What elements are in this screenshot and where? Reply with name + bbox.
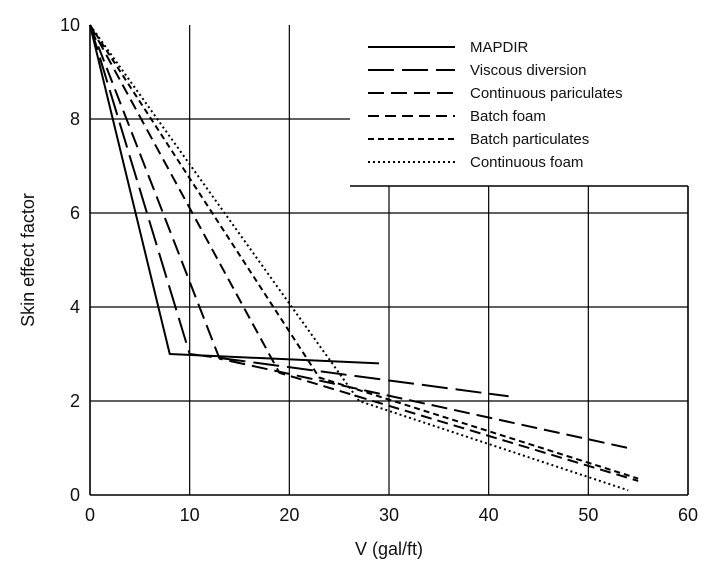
- legend-label-6: Continuous foam: [470, 154, 583, 171]
- series-layer: [89, 24, 639, 492]
- series-line-6: [89, 24, 629, 492]
- legend-label-3: Continuous pariculates: [470, 85, 623, 102]
- x-tick-label-20: 20: [279, 505, 299, 525]
- legend-label-1: MAPDIR: [470, 39, 529, 56]
- y-tick-label-4: 4: [70, 297, 80, 317]
- y-tick-label-6: 6: [70, 203, 80, 223]
- series-line-5: [89, 24, 639, 480]
- x-tick-label-30: 30: [379, 505, 399, 525]
- x-tick-label-10: 10: [180, 505, 200, 525]
- x-tick-label-60: 60: [678, 505, 698, 525]
- legend-label-2: Viscous diversion: [470, 62, 586, 79]
- y-axis-label: Skin effect factor: [18, 193, 38, 327]
- y-tick-label-0: 0: [70, 485, 80, 505]
- grid-layer: [90, 25, 688, 495]
- series-line-1: [89, 24, 380, 365]
- legend-label-5: Batch particulates: [470, 131, 589, 148]
- series-line-3: [89, 24, 629, 449]
- y-tick-label-8: 8: [70, 109, 80, 129]
- series-line-2: [89, 24, 509, 398]
- axis-layer: 0 10 20 30 40 50 60 0 2 4 6 8 10: [60, 15, 698, 525]
- x-axis-label: V (gal/ft): [355, 539, 423, 559]
- y-tick-label-10: 10: [60, 15, 80, 35]
- x-tick-label-0: 0: [85, 505, 95, 525]
- x-tick-label-50: 50: [578, 505, 598, 525]
- y-tick-label-2: 2: [70, 391, 80, 411]
- legend-layer: MAPDIR Viscous diversion Continuous paricu…: [368, 39, 623, 171]
- x-tick-label-40: 40: [479, 505, 499, 525]
- series-line-4: [89, 24, 639, 482]
- legend-label-4: Batch foam: [470, 108, 546, 125]
